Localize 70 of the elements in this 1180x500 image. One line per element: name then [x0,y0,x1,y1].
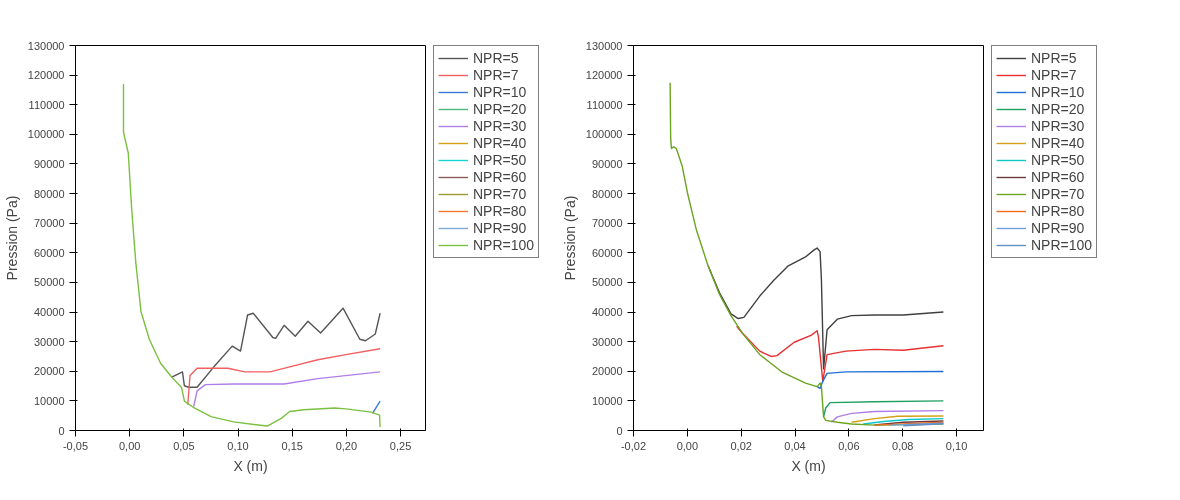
y-tick-label: 40000 [33,306,65,319]
x-tick-label: 0,25 [389,439,412,452]
legend-label: NPR=80 [1031,203,1085,219]
legend-label: NPR=7 [1031,67,1077,83]
legend-label: NPR=50 [1031,152,1085,168]
legend-label: NPR=5 [1031,50,1077,66]
x-tick-label: 0,04 [784,439,806,452]
y-tick-label: 10000 [591,394,623,407]
legend-label: NPR=30 [1031,118,1085,134]
legend-label: NPR=20 [473,101,527,117]
legend-label: NPR=70 [1031,186,1085,202]
legend-label: NPR=90 [473,220,527,236]
y-tick-label: 0 [58,424,65,437]
y-axis-title: Pression (Pa) [561,195,578,281]
legend-label: NPR=70 [473,186,527,202]
x-tick-label: 0,10 [227,439,249,452]
x-tick-label: 0,00 [118,439,141,452]
x-tick-label: -0,05 [62,439,89,452]
legend-label: NPR=20 [1031,101,1085,117]
legend-label: NPR=7 [473,67,519,83]
legend-label: NPR=60 [473,169,527,185]
y-tick-label: 10000 [33,394,65,407]
legend-label: NPR=100 [473,237,535,253]
y-tick-label: 130000 [27,39,65,52]
y-tick-label: 20000 [33,365,65,378]
y-tick-label: 120000 [585,69,623,82]
y-tick-label: 110000 [586,98,623,111]
y-tick-label: 20000 [591,365,623,378]
legend-label: NPR=50 [473,152,527,168]
y-tick-label: 50000 [591,276,623,289]
y-tick-label: 60000 [33,246,65,259]
x-tick-label: 0,15 [281,439,303,452]
x-axis-title: X (m) [791,457,826,474]
x-tick-label: 0,02 [730,439,752,452]
y-tick-label: 110000 [28,98,65,111]
y-tick-label: 100000 [27,128,65,141]
x-tick-label: 0,05 [173,439,195,452]
legend-label: NPR=80 [473,203,527,219]
legend-label: NPR=60 [1031,169,1085,185]
y-tick-label: 120000 [27,69,65,82]
y-tick-label: 100000 [585,128,623,141]
legend-label: NPR=90 [1031,220,1085,236]
legend-label: NPR=5 [473,50,519,66]
legend-label: NPR=10 [1031,84,1085,100]
x-tick-label: 0,00 [676,439,699,452]
y-tick-label: 30000 [591,335,623,348]
y-axis-title: Pression (Pa) [3,195,20,281]
legend-label: NPR=40 [1031,135,1085,151]
x-axis-title: X (m) [233,457,268,474]
y-tick-label: 0 [616,424,623,437]
legend-label: NPR=30 [473,118,527,134]
x-tick-label: 0,06 [838,439,860,452]
legend-label: NPR=40 [473,135,527,151]
y-tick-label: 70000 [33,217,65,230]
legend-label: NPR=10 [473,84,527,100]
x-tick-label: 0,20 [335,439,358,452]
x-tick-label: 0,10 [945,439,968,452]
y-tick-label: 80000 [591,187,623,200]
legend-label: NPR=100 [1031,237,1093,253]
y-tick-label: 90000 [591,157,623,170]
x-tick-label: -0,02 [620,439,647,452]
y-tick-label: 80000 [33,187,65,200]
y-tick-label: 30000 [33,335,65,348]
y-tick-label: 50000 [33,276,65,289]
y-tick-label: 90000 [33,157,65,170]
y-tick-label: 60000 [591,246,623,259]
y-tick-label: 70000 [591,217,623,230]
y-tick-label: 40000 [591,306,623,319]
y-tick-label: 130000 [585,39,623,52]
x-tick-label: 0,08 [892,439,914,452]
